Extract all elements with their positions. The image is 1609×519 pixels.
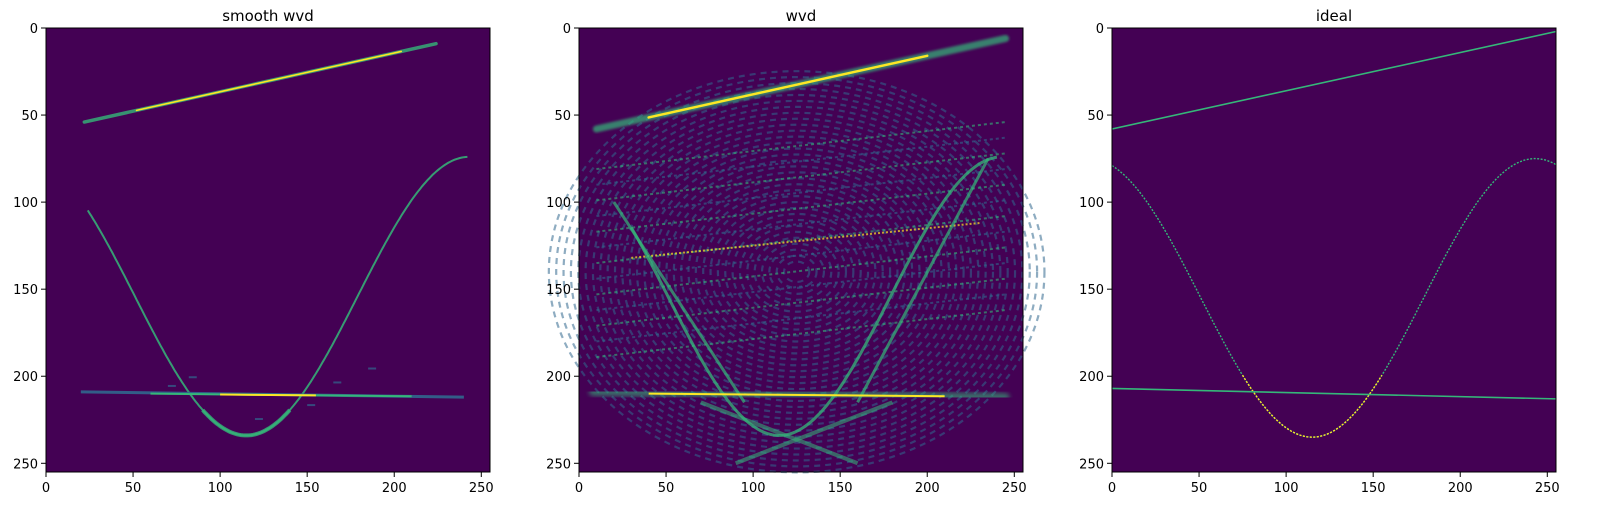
y-tick-label: 150 xyxy=(546,283,571,298)
panel-title: wvd xyxy=(786,7,817,25)
chirp-trace xyxy=(592,34,1010,133)
panel-smooth-wvd: smooth wvd 0 50 100 150 200 250 0 50 100 150 200 2… xyxy=(13,7,494,496)
panel-title: smooth wvd xyxy=(222,7,314,25)
chirp-trace xyxy=(82,41,438,124)
x-tick-label: 50 xyxy=(1191,481,1208,496)
tone-trace xyxy=(1111,387,1557,400)
x-tick-label: 250 xyxy=(469,481,494,496)
x-tick-label: 200 xyxy=(382,481,407,496)
x-axis: 0 50 100 150 200 250 xyxy=(1108,472,1560,496)
x-tick-label: 200 xyxy=(1448,481,1473,496)
y-tick-label: 50 xyxy=(1087,109,1104,124)
plot-frame xyxy=(578,27,1024,473)
plot-frame xyxy=(1111,27,1557,473)
plot-background xyxy=(46,28,490,472)
x-tick-label: 100 xyxy=(208,481,233,496)
x-axis: 0 50 100 150 200 250 xyxy=(575,472,1027,496)
sinusoid-trace xyxy=(629,155,998,437)
x-tick-label: 250 xyxy=(1535,481,1560,496)
y-tick-label: 250 xyxy=(13,457,38,472)
x-tick-label: 0 xyxy=(1108,481,1116,496)
panel-wvd: wvd 0 50 100 150 200 250 0 50 100 150 200 250 xyxy=(546,7,1046,496)
sinusoid-trace xyxy=(1111,157,1557,438)
y-axis: 0 50 100 150 200 250 xyxy=(1079,22,1112,472)
x-axis: 0 50 100 150 200 250 xyxy=(42,472,494,496)
x-tick-label: 100 xyxy=(741,481,766,496)
y-tick-label: 150 xyxy=(13,283,38,298)
x-tick-label: 150 xyxy=(1361,481,1386,496)
y-tick-label: 0 xyxy=(1096,22,1104,37)
y-tick-label: 100 xyxy=(546,196,571,211)
plot-background xyxy=(1112,28,1556,472)
y-axis: 0 50 100 150 200 250 xyxy=(13,22,46,472)
y-axis: 0 50 100 150 200 250 xyxy=(546,22,579,472)
y-tick-label: 0 xyxy=(563,22,571,37)
x-tick-label: 100 xyxy=(1274,481,1299,496)
x-tick-label: 50 xyxy=(658,481,675,496)
tone-trace xyxy=(80,390,464,399)
y-tick-label: 50 xyxy=(21,109,38,124)
chirp-trace xyxy=(1111,30,1557,130)
panel-ideal: ideal 0 50 100 150 200 250 0 50 100 150 200 250 xyxy=(1079,7,1560,496)
y-tick-label: 50 xyxy=(554,109,571,124)
y-tick-label: 200 xyxy=(13,370,38,385)
sinusoid-trace xyxy=(86,155,468,438)
y-tick-label: 250 xyxy=(1079,457,1104,472)
x-tick-label: 0 xyxy=(42,481,50,496)
y-tick-label: 200 xyxy=(546,370,571,385)
x-tick-label: 150 xyxy=(828,481,853,496)
x-tick-label: 50 xyxy=(125,481,142,496)
x-tick-label: 150 xyxy=(295,481,320,496)
y-tick-label: 100 xyxy=(1079,196,1104,211)
y-tick-label: 0 xyxy=(30,22,38,37)
y-tick-label: 250 xyxy=(546,457,571,472)
panel-title: ideal xyxy=(1316,7,1352,25)
x-tick-label: 200 xyxy=(915,481,940,496)
tone-trace xyxy=(588,387,1010,402)
y-tick-label: 100 xyxy=(13,196,38,211)
artifact-layer xyxy=(167,367,377,421)
x-tick-label: 0 xyxy=(575,481,583,496)
x-tick-label: 250 xyxy=(1002,481,1027,496)
y-tick-label: 150 xyxy=(1079,283,1104,298)
plot-frame xyxy=(45,27,491,473)
y-tick-label: 200 xyxy=(1079,370,1104,385)
